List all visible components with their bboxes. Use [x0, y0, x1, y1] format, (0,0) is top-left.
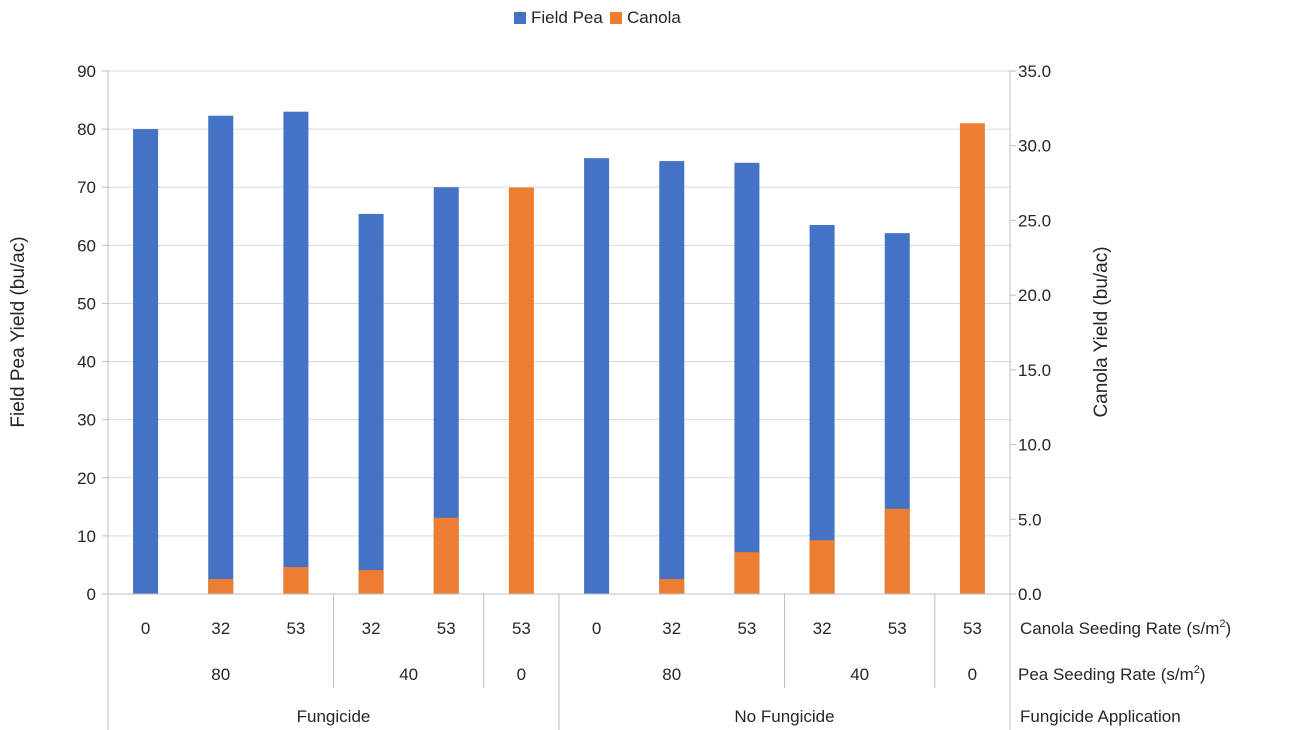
bar-canola	[809, 540, 835, 594]
pea-rate-label: 80	[211, 665, 230, 684]
right-tick-label: 15.0	[1018, 361, 1051, 380]
bar-field-pea	[734, 162, 760, 594]
right-tick-label: 0.0	[1018, 585, 1042, 604]
bars	[133, 111, 985, 595]
canola-rate-label: 32	[662, 619, 681, 638]
right-tick-label: 5.0	[1018, 510, 1042, 529]
right-tick-label: 30.0	[1018, 137, 1051, 156]
bar-canola	[433, 517, 459, 594]
bar-field-pea	[659, 161, 685, 595]
canola-rate-label: 0	[592, 619, 601, 638]
bar-canola	[659, 579, 685, 594]
right-tick-label: 20.0	[1018, 286, 1051, 305]
canola-rate-label: 53	[286, 619, 305, 638]
pea-rate-label: 40	[399, 665, 418, 684]
canola-rate-label: 32	[211, 619, 230, 638]
left-tick-label: 80	[77, 120, 96, 139]
left-tick-label: 40	[77, 353, 96, 372]
axes	[102, 70, 1016, 730]
canola-rate-label: 0	[141, 619, 150, 638]
legend-swatch-field-pea	[514, 12, 526, 24]
canola-rate-label: 53	[512, 619, 531, 638]
left-tick-label: 90	[77, 62, 96, 81]
bar-field-pea	[208, 115, 234, 595]
bar-canola	[959, 123, 985, 595]
left-tick-label: 70	[77, 178, 96, 197]
canola-rate-label: 53	[437, 619, 456, 638]
legend-swatch-canola	[610, 12, 622, 24]
fungicide-group-label: No Fungicide	[734, 707, 834, 726]
right-tick-label: 10.0	[1018, 436, 1051, 455]
pea-seeding-rate-row-label: Pea Seeding Rate (s/m2)	[1018, 664, 1206, 684]
bar-canola	[283, 567, 309, 594]
pea-rate-label: 40	[850, 665, 869, 684]
bar-canola	[508, 187, 534, 594]
canola-rate-label: 32	[813, 619, 832, 638]
left-tick-label: 50	[77, 294, 96, 313]
legend-label-canola: Canola	[627, 8, 681, 27]
right-tick-label: 25.0	[1018, 211, 1051, 230]
left-axis-title: Field Pea Yield (bu/ac)	[8, 236, 29, 427]
left-tick-label: 20	[77, 469, 96, 488]
fungicide-group-label: Fungicide	[297, 707, 371, 726]
bar-canola	[208, 579, 234, 594]
right-axis-ticks: 0.0 5.0 10.0 15.0 20.0 25.0 30.0 35.0	[1018, 62, 1051, 604]
left-tick-label: 30	[77, 411, 96, 430]
bar-field-pea	[133, 129, 159, 594]
x-axis-labels: 0 32 53 32 53 53 0 32 53 32 53 53 80 40 0 80 40 0 Fungicid…	[141, 619, 982, 726]
left-tick-label: 0	[87, 585, 96, 604]
gridlines	[108, 70, 1010, 537]
legend-label-field-pea: Field Pea	[531, 8, 603, 27]
pea-rate-label: 80	[662, 665, 681, 684]
pea-rate-label: 0	[517, 665, 526, 684]
bar-canola	[884, 508, 910, 594]
left-axis-ticks: 0 10 20 30 40 50 60 70 80 90	[77, 62, 96, 604]
left-tick-label: 10	[77, 527, 96, 546]
right-tick-label: 35.0	[1018, 62, 1051, 81]
bar-field-pea	[809, 224, 835, 594]
bar-canola	[358, 570, 384, 594]
bar-field-pea	[283, 111, 309, 594]
legend: Field Pea Canola	[514, 8, 681, 27]
fungicide-application-row-label: Fungicide Application	[1020, 707, 1181, 726]
pea-rate-label: 0	[968, 665, 977, 684]
bar-canola	[734, 552, 760, 594]
bar-field-pea	[358, 213, 384, 594]
right-axis-title: Canola Yield (bu/ac)	[1091, 246, 1112, 417]
bar-field-pea	[584, 158, 610, 594]
canola-rate-label: 53	[963, 619, 982, 638]
left-tick-label: 60	[77, 236, 96, 255]
canola-seeding-rate-row-label: Canola Seeding Rate (s/m2)	[1020, 618, 1231, 638]
canola-rate-label: 53	[888, 619, 907, 638]
canola-rate-label: 32	[362, 619, 381, 638]
canola-rate-label: 53	[737, 619, 756, 638]
